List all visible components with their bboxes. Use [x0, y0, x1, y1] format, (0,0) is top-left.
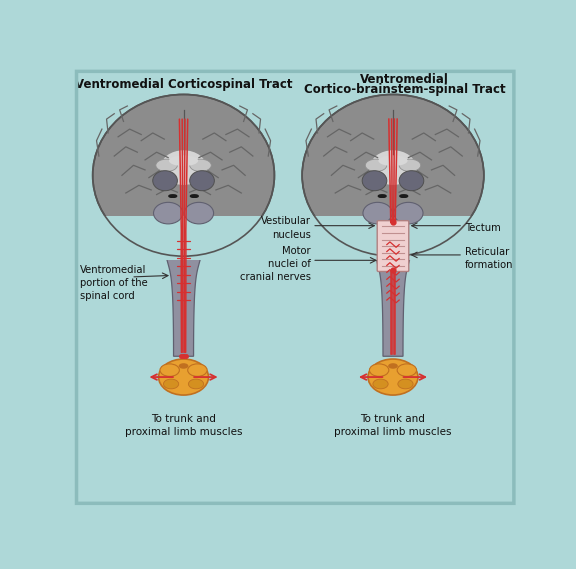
Polygon shape — [370, 218, 416, 356]
Ellipse shape — [156, 159, 177, 171]
Ellipse shape — [368, 359, 418, 395]
Text: Reticular
formation: Reticular formation — [465, 247, 513, 270]
Ellipse shape — [192, 194, 199, 198]
Ellipse shape — [179, 363, 188, 369]
Ellipse shape — [153, 171, 177, 191]
Text: Ventromedial Corticospinal Tract: Ventromedial Corticospinal Tract — [75, 77, 292, 90]
Ellipse shape — [169, 155, 198, 166]
Ellipse shape — [158, 359, 209, 395]
Text: Ventromedial
portion of the
spinal cord: Ventromedial portion of the spinal cord — [79, 265, 147, 302]
Ellipse shape — [168, 194, 175, 198]
Text: Vestibular
nucleus: Vestibular nucleus — [260, 216, 310, 240]
Text: Tectum: Tectum — [465, 223, 501, 233]
Ellipse shape — [365, 159, 387, 171]
Text: To trunk and
proximal limb muscles: To trunk and proximal limb muscles — [334, 414, 452, 437]
Ellipse shape — [369, 364, 389, 376]
Ellipse shape — [363, 203, 392, 224]
Ellipse shape — [378, 155, 408, 166]
Text: Cortico-brainstem-spinal Tract: Cortico-brainstem-spinal Tract — [304, 83, 505, 96]
Text: To trunk and
proximal limb muscles: To trunk and proximal limb muscles — [125, 414, 242, 437]
Ellipse shape — [362, 171, 387, 191]
Ellipse shape — [401, 194, 408, 198]
Text: Ventromedial: Ventromedial — [360, 73, 449, 86]
Ellipse shape — [373, 379, 388, 389]
Ellipse shape — [399, 171, 424, 191]
Ellipse shape — [170, 194, 177, 198]
Polygon shape — [161, 218, 207, 356]
Ellipse shape — [160, 364, 179, 376]
Ellipse shape — [380, 194, 387, 198]
Ellipse shape — [394, 203, 423, 224]
Bar — [301, 216, 486, 260]
Ellipse shape — [302, 94, 484, 256]
Ellipse shape — [190, 194, 196, 198]
Ellipse shape — [190, 159, 211, 171]
Text: Motor
nuclei of
cranial nerves: Motor nuclei of cranial nerves — [240, 246, 310, 282]
Ellipse shape — [370, 150, 416, 185]
Ellipse shape — [154, 203, 183, 224]
Ellipse shape — [188, 379, 204, 389]
Ellipse shape — [93, 94, 274, 256]
Ellipse shape — [188, 364, 207, 376]
Ellipse shape — [399, 194, 406, 198]
Ellipse shape — [399, 159, 420, 171]
Ellipse shape — [184, 203, 214, 224]
Bar — [91, 216, 276, 260]
Ellipse shape — [190, 171, 214, 191]
Ellipse shape — [388, 363, 398, 369]
FancyBboxPatch shape — [377, 221, 409, 271]
Ellipse shape — [164, 379, 179, 389]
Ellipse shape — [378, 194, 385, 198]
Ellipse shape — [397, 364, 416, 376]
Ellipse shape — [398, 379, 413, 389]
Ellipse shape — [161, 150, 207, 185]
